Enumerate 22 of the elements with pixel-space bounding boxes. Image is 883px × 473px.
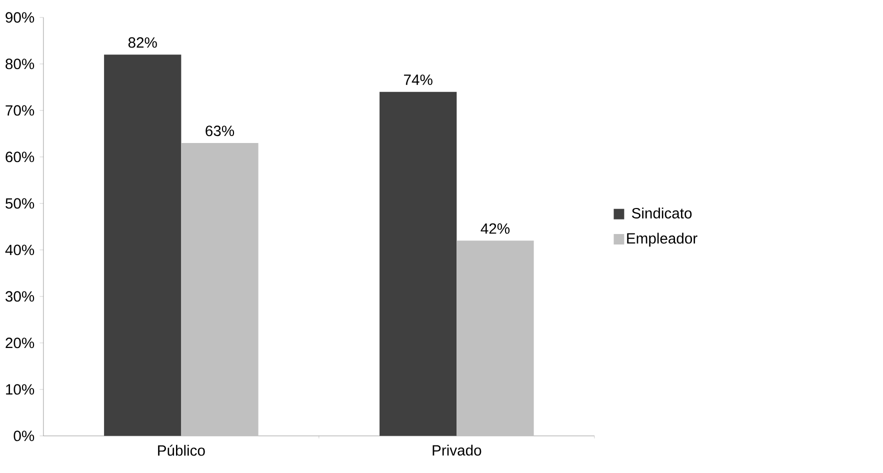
- y-tick-label: 30%: [6, 290, 34, 302]
- data-label: 63%: [206, 125, 234, 136]
- data-label: 42%: [480, 223, 510, 234]
- data-label: 74%: [404, 74, 432, 85]
- bar: [181, 142, 258, 436]
- y-tick-label: 0%: [14, 430, 34, 441]
- bar: [380, 92, 457, 436]
- x-tick-label: Público: [158, 444, 205, 456]
- y-tick-label: 60%: [6, 151, 34, 162]
- bar: [456, 240, 534, 436]
- y-tick-label: 50%: [6, 198, 34, 208]
- y-tick-label: 20%: [6, 337, 34, 348]
- y-tick-label: 90%: [6, 12, 34, 22]
- y-tick-label: 40%: [5, 244, 34, 255]
- legend-label: Empleador: [627, 232, 698, 246]
- y-tick-label: 80%: [6, 58, 34, 69]
- data-label: 82%: [128, 37, 157, 48]
- y-tick-label: 70%: [6, 104, 34, 116]
- legend-label: Sindicato: [632, 207, 692, 218]
- x-tick-label: Privado: [432, 444, 482, 456]
- y-tick-label: 10%: [6, 384, 34, 394]
- bar: [104, 54, 182, 436]
